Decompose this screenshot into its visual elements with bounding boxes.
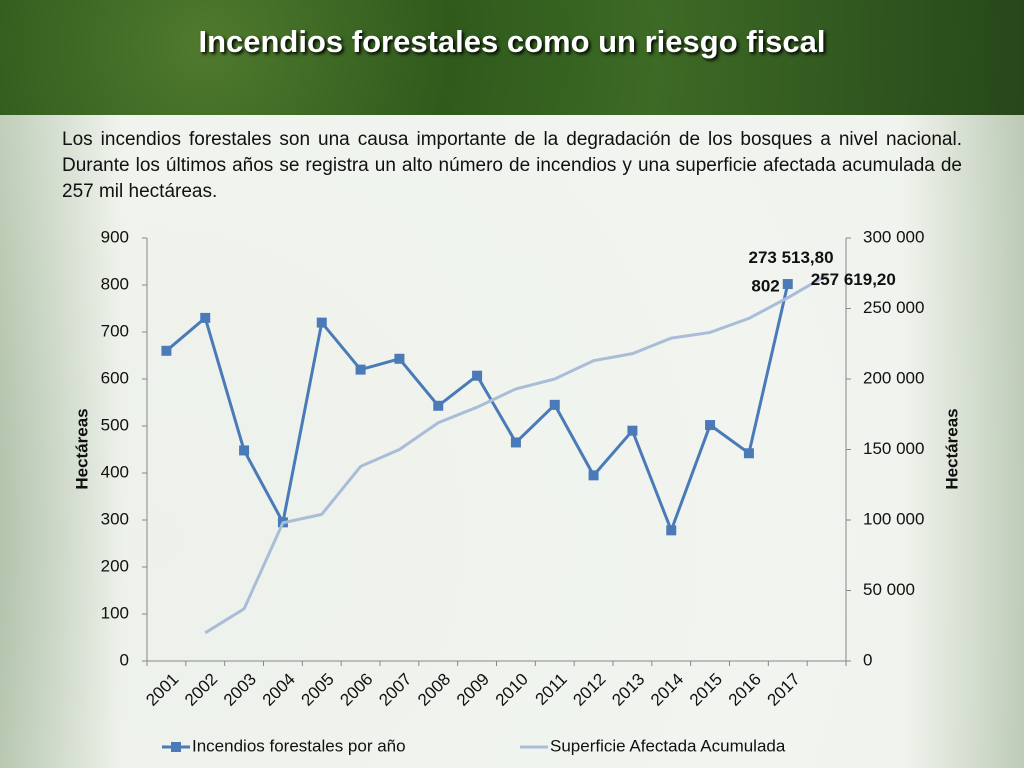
x-tick-label: 2006	[336, 670, 376, 710]
x-tick-label: 2014	[647, 670, 687, 710]
y2-tick-label: 0	[863, 650, 872, 669]
series-line	[204, 274, 828, 635]
y-tick-label: 800	[101, 274, 129, 293]
series-marker	[588, 470, 599, 481]
x-tick-label: 2008	[414, 670, 454, 710]
series-marker	[705, 420, 716, 431]
slide-title: Incendios forestales como un riesgo fisc…	[198, 24, 826, 59]
x-tick-label: 2009	[453, 670, 493, 710]
y-tick-label: 900	[101, 227, 129, 246]
y2-tick-label: 300 000	[863, 227, 924, 246]
y-axis-title: Hectáreas	[72, 408, 91, 489]
y-tick-label: 200	[101, 556, 129, 575]
x-tick-label: 2011	[531, 670, 570, 709]
series-marker	[782, 279, 793, 290]
y2-tick-label: 100 000	[863, 509, 924, 528]
series-marker	[510, 437, 521, 448]
y-tick-label: 100	[101, 603, 129, 622]
y-tick-label: 300	[101, 509, 129, 528]
paragraph: Los incendios forestales son una causa i…	[62, 129, 962, 202]
x-tick-label: 2013	[608, 670, 648, 710]
y-tick-label: 400	[101, 462, 129, 481]
data-label: 257 619,20	[811, 270, 896, 289]
x-tick-label: 2012	[569, 670, 609, 710]
y-tick-label: 600	[101, 368, 129, 387]
y2-axis-title: Hectáreas	[942, 408, 961, 489]
x-tick-label: 2002	[181, 670, 221, 710]
x-tick-label: 2005	[298, 670, 338, 710]
legend-label: Incendios forestales por año	[192, 736, 406, 755]
x-tick-label: 2016	[725, 670, 765, 710]
series-marker	[433, 400, 444, 411]
legend-label: Superficie Afectada Acumulada	[550, 736, 786, 755]
x-tick-label: 2001	[142, 670, 182, 710]
series-marker	[239, 445, 250, 456]
y-tick-label: 0	[120, 650, 129, 669]
x-tick-label: 2007	[375, 670, 415, 710]
series-marker	[666, 525, 677, 536]
data-label: 273 513,80	[748, 248, 833, 267]
x-tick-label: 2017	[764, 670, 804, 710]
series-marker	[200, 312, 211, 323]
series-marker	[743, 448, 754, 459]
series-marker	[394, 353, 405, 364]
x-tick-label: 2004	[259, 670, 299, 710]
y2-tick-label: 50 000	[863, 580, 915, 599]
legend-marker	[171, 742, 181, 752]
y2-tick-label: 150 000	[863, 439, 924, 458]
y-tick-label: 700	[101, 321, 129, 340]
series-marker	[472, 370, 483, 381]
x-tick-label: 2010	[492, 670, 532, 710]
y2-tick-label: 250 000	[863, 298, 924, 317]
series-marker	[355, 364, 366, 375]
x-tick-label: 2015	[686, 670, 726, 710]
series-marker	[549, 399, 560, 410]
series-marker	[627, 425, 638, 436]
series-marker	[161, 345, 172, 356]
x-tick-label: 2003	[220, 670, 260, 710]
y-tick-label: 500	[101, 415, 129, 434]
data-label: 802	[751, 277, 779, 296]
series-marker	[316, 317, 327, 328]
y2-tick-label: 200 000	[863, 368, 924, 387]
header-background	[0, 0, 1024, 115]
